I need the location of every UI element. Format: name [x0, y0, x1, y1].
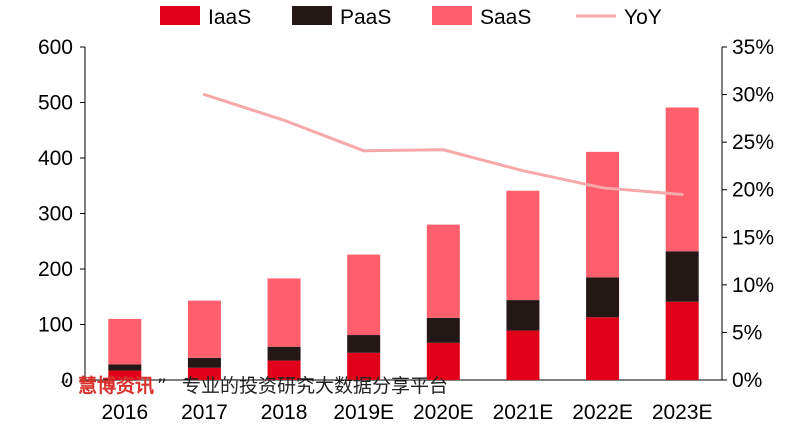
bar-iaas-2023e: [665, 301, 699, 380]
bar-paas-2016: [108, 364, 142, 371]
legend-label: IaaS: [208, 6, 251, 29]
bar-iaas-2022e: [586, 317, 620, 380]
right-tick-label: 35%: [732, 36, 774, 59]
legend-swatch: [160, 6, 200, 25]
yoy-point: [202, 93, 206, 97]
bar-iaas-2020e: [426, 342, 460, 380]
x-tick-label: 2020E: [413, 401, 474, 424]
bar-saas-2017: [187, 300, 221, 358]
legend-item-paas: PaaS: [292, 6, 391, 29]
bar-paas-2019e: [347, 335, 381, 353]
right-tick-label: 5%: [732, 321, 762, 344]
x-tick-label: 2022E: [572, 401, 633, 424]
x-tick-label: 2017: [181, 401, 228, 424]
legend-item-yoy: YoY: [576, 6, 662, 29]
right-tick-label: 25%: [732, 131, 774, 154]
bar-iaas-2019e: [347, 352, 381, 380]
right-tick-label: 20%: [732, 179, 774, 202]
yoy-point: [521, 169, 525, 173]
left-tick-label: 100: [38, 314, 73, 337]
yoy-point: [441, 148, 445, 152]
right-tick-label: 10%: [732, 274, 774, 297]
yoy-line-group: [202, 93, 684, 196]
watermark-open-quote: “: [60, 375, 70, 397]
yoy-point: [680, 192, 684, 196]
legend-label: SaaS: [480, 6, 531, 29]
legend-item-iaas: IaaS: [160, 6, 251, 29]
x-tick-label: 2018: [261, 401, 308, 424]
watermark-brand: 慧博资讯: [78, 374, 154, 397]
right-tick-label: 30%: [732, 84, 774, 107]
yoy-point: [282, 118, 286, 122]
right-tick-label: 0%: [732, 369, 762, 392]
legend-label: YoY: [624, 6, 662, 29]
chart-legend: IaaS PaaS SaaS YoY: [160, 6, 662, 29]
left-tick-label: 300: [38, 203, 73, 226]
bar-iaas-2016: [108, 370, 142, 380]
left-tick-label: 600: [38, 36, 73, 59]
x-tick-labels: 2016 2017 2018 2019E 2020E 2021E 2022E 2023E: [101, 401, 712, 424]
right-tick-label: 15%: [732, 226, 774, 249]
bar-paas-2020e: [426, 317, 460, 343]
bar-paas-2017: [187, 357, 221, 368]
x-tick-label: 2016: [101, 401, 148, 424]
watermark-close-quote: ”: [157, 375, 167, 397]
legend-item-saas: SaaS: [432, 6, 531, 29]
bar-saas-2016: [108, 318, 142, 365]
legend-swatch: [432, 6, 472, 25]
x-tick-label: 2023E: [652, 401, 713, 424]
bar-saas-2023e: [665, 107, 699, 252]
chart-bars: [108, 107, 699, 380]
bar-saas-2022e: [586, 151, 620, 278]
x-tick-label: 2021E: [493, 401, 554, 424]
bar-paas-2023e: [665, 251, 699, 302]
bar-paas-2022e: [586, 277, 620, 318]
bar-iaas-2021e: [506, 330, 540, 380]
chart-axes: 0 100 200 300 400 500 600 0% 5% 10% 15% 20% 25% 30% 35…: [38, 36, 774, 392]
bar-saas-2021e: [506, 190, 540, 301]
bar-saas-2019e: [347, 254, 381, 336]
left-tick-label: 0: [61, 369, 73, 392]
watermark-tagline: 专业的投资研究大数据分享平台: [182, 375, 448, 397]
left-tick-label: 500: [38, 92, 73, 115]
watermark: “ 慧博资讯 ” 专业的投资研究大数据分享平台: [60, 374, 448, 397]
yoy-point: [601, 186, 605, 190]
bar-paas-2018: [267, 346, 301, 361]
legend-label: PaaS: [340, 6, 391, 29]
left-tick-label: 200: [38, 258, 73, 281]
legend-swatch: [292, 6, 332, 25]
bar-saas-2018: [267, 278, 301, 347]
bar-paas-2021e: [506, 300, 540, 331]
x-tick-label: 2019E: [333, 401, 394, 424]
bar-iaas-2018: [267, 360, 301, 380]
bar-iaas-2017: [187, 367, 221, 380]
left-tick-label: 400: [38, 147, 73, 170]
yoy-point: [362, 149, 366, 153]
bar-saas-2020e: [426, 224, 460, 318]
